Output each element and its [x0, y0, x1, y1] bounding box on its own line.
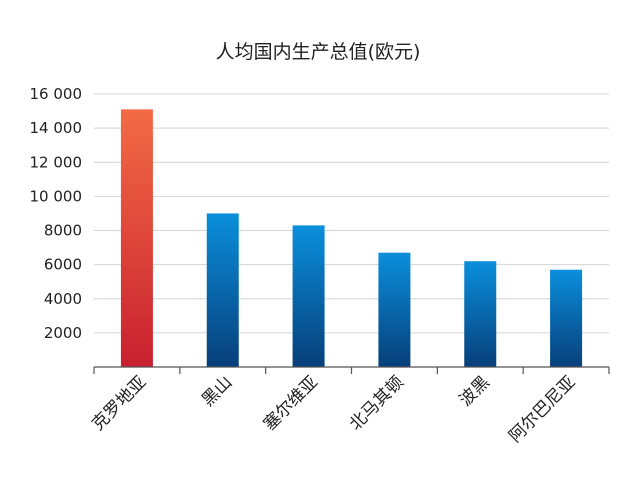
bar: [378, 252, 411, 367]
y-tick-label: 14 000: [30, 119, 83, 137]
x-category-label: 阿尔巴尼亚: [505, 372, 579, 446]
x-category-label: 黑山: [198, 372, 236, 410]
x-category-label: 克罗地亚: [88, 372, 150, 434]
y-tick-label: 10 000: [30, 187, 83, 205]
y-tick-label: 16 000: [30, 85, 83, 103]
y-tick-label: 8000: [44, 222, 82, 240]
y-tick-label: 2000: [44, 324, 82, 342]
bar: [120, 109, 153, 367]
gridlines: [94, 93, 609, 334]
x-category-label: 塞尔维亚: [260, 372, 322, 434]
y-tick-label: 4000: [44, 290, 82, 308]
axes: [93, 366, 610, 374]
x-category-label: 波黑: [456, 372, 494, 410]
y-tick-label: 6000: [44, 256, 82, 274]
bar: [292, 225, 325, 367]
bar: [206, 213, 239, 367]
bar: [550, 269, 583, 367]
y-tick-label: 12 000: [30, 153, 83, 171]
chart-title: 人均国内生产总值(欧元): [216, 41, 421, 63]
bars: [120, 109, 583, 367]
x-category-label: 北马其顿: [346, 372, 408, 434]
bar: [464, 261, 497, 367]
